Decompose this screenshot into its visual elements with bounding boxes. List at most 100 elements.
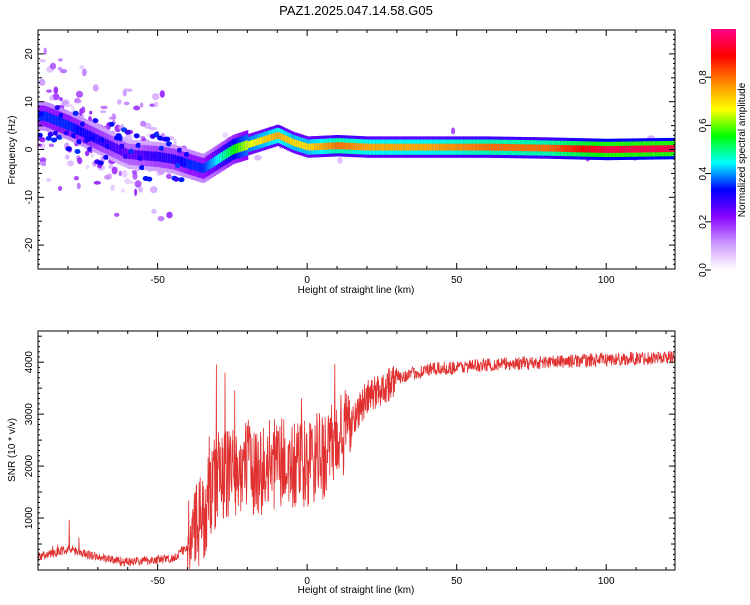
heatmap-cell: [99, 110, 107, 114]
heatmap-cell: [633, 145, 636, 153]
heatmap-cell: [122, 153, 129, 159]
heatmap-cell: [208, 160, 211, 170]
heatmap-cell: [46, 89, 53, 93]
heatmap-cell: [73, 123, 77, 134]
heatmap-cell: [269, 134, 272, 142]
heatmap-cell: [167, 153, 170, 163]
heatmap-cell: [624, 145, 627, 153]
heatmap-cell: [244, 140, 247, 151]
colorbar-tick-label: 0.6: [698, 118, 709, 132]
heatmap-cell: [454, 143, 457, 151]
heatmap-cell: [158, 145, 165, 151]
heatmap-cell: [92, 84, 99, 92]
heatmap-cell: [231, 145, 234, 155]
heatmap-cell: [70, 122, 73, 132]
heatmap-cell: [140, 120, 147, 127]
heatmap-cell: [253, 139, 256, 147]
heatmap-cell: [185, 158, 188, 168]
heatmap-cell: [461, 143, 464, 151]
x-tick-label: 0: [304, 576, 310, 587]
heatmap-cell: [475, 143, 478, 151]
heatmap-cell: [59, 97, 63, 102]
heatmap-cell: [346, 142, 349, 150]
heatmap-cell: [71, 105, 75, 113]
heatmap-cell: [72, 110, 79, 116]
heatmap-cell: [52, 93, 60, 101]
heatmap-cell: [183, 152, 190, 157]
x-tick-label: 100: [598, 275, 615, 286]
heatmap-cell: [474, 143, 477, 151]
heatmap-cell: [574, 145, 577, 153]
heatmap-cell: [144, 152, 151, 158]
heatmap-cell: [658, 145, 662, 153]
snr-xlabel: Height of straight line (km): [298, 585, 415, 596]
x-tick-label: 50: [451, 275, 463, 286]
heatmap-xlabel: Height of straight line (km): [298, 285, 415, 296]
heatmap-cell: [418, 143, 421, 151]
heatmap-cell: [500, 143, 504, 151]
heatmap-cell: [373, 143, 376, 151]
heatmap-cell: [113, 142, 116, 153]
heatmap-cell: [648, 145, 651, 153]
heatmap-cell: [255, 138, 258, 146]
heatmap-cell: [653, 145, 656, 153]
heatmap-cell: [104, 138, 107, 148]
heatmap-cell: [76, 139, 83, 145]
heatmap-cell: [95, 134, 98, 144]
heatmap-cell: [82, 68, 87, 77]
heatmap-cell: [380, 143, 383, 151]
heatmap-cell: [88, 130, 91, 141]
heatmap-cell: [90, 131, 93, 141]
heatmap-cell: [343, 142, 346, 150]
heatmap-cell: [56, 134, 63, 140]
heatmap-cell: [287, 136, 290, 144]
x-tick-label: 50: [451, 576, 463, 587]
heatmap-cell: [178, 177, 185, 183]
heatmap-cell: [126, 88, 133, 92]
heatmap-cell: [159, 90, 165, 98]
heatmap-cell: [134, 150, 138, 160]
heatmap-cell: [221, 152, 224, 162]
figure-title: PAZ1.2025.047.14.58.G05: [279, 3, 433, 18]
heatmap-cell: [657, 145, 660, 153]
heatmap-cell: [544, 144, 547, 152]
heatmap-cell: [192, 160, 195, 171]
heatmap-cell: [264, 135, 267, 143]
heatmap-cell: [556, 144, 559, 152]
heatmap-cell: [631, 145, 635, 153]
heatmap-cell: [353, 143, 356, 150]
heatmap-cell: [265, 135, 269, 143]
heatmap-cell: [233, 144, 236, 154]
heatmap-cell: [247, 141, 251, 148]
heatmap-cell: [601, 145, 604, 153]
heatmap-cell: [267, 134, 270, 142]
heatmap-cell: [105, 144, 111, 149]
snr-plot-area: [38, 331, 675, 570]
y-tick-label: 20: [24, 48, 35, 60]
heatmap-cell: [108, 121, 115, 127]
heatmap-cell: [197, 162, 200, 172]
heatmap-cell: [222, 150, 225, 161]
heatmap-cell: [588, 145, 592, 153]
heatmap-cell: [106, 139, 109, 149]
heatmap-cell: [51, 137, 58, 143]
heatmap-cell: [569, 145, 572, 153]
heatmap-cell: [283, 134, 286, 142]
heatmap-cell: [203, 163, 206, 173]
heatmap-cell: [637, 145, 640, 153]
heatmap-cell: [630, 145, 633, 153]
heatmap-cell: [133, 105, 141, 111]
heatmap-cell: [85, 136, 92, 142]
x-tick-label: 0: [304, 275, 310, 286]
heatmap-cell: [52, 130, 59, 136]
colorbar-tick-label: 0.8: [698, 70, 709, 84]
heatmap-cell: [161, 152, 164, 163]
heatmap-cell: [608, 146, 611, 153]
y-tick-label: 10: [24, 96, 35, 108]
heatmap-cell: [321, 143, 324, 150]
heatmap-cell: [39, 157, 47, 163]
heatmap-cell: [276, 131, 279, 139]
heatmap-cell: [337, 156, 343, 164]
heatmap-cell: [644, 145, 647, 153]
heatmap-cell: [136, 150, 139, 160]
